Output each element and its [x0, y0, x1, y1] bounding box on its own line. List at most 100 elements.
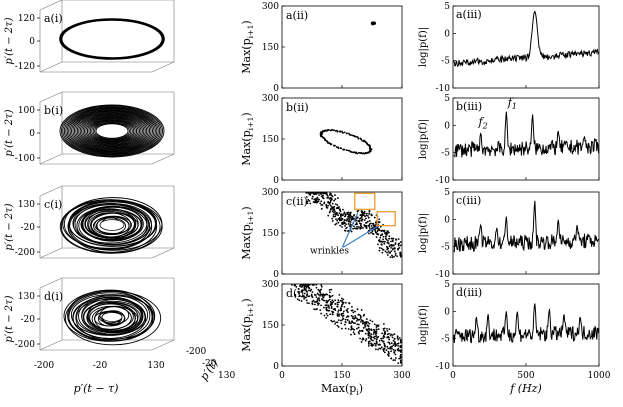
data-point	[342, 298, 345, 301]
data-point	[371, 343, 374, 346]
data-point	[319, 291, 322, 294]
data-point	[298, 299, 301, 302]
data-point	[294, 293, 297, 296]
data-point	[364, 215, 366, 218]
data-point	[332, 215, 335, 218]
data-point	[299, 285, 301, 288]
data-point	[311, 195, 314, 198]
data-point	[319, 309, 322, 312]
data-point	[356, 216, 359, 219]
data-point	[340, 217, 343, 220]
data-point	[310, 191, 313, 194]
data-point	[341, 299, 343, 302]
data-point	[350, 320, 353, 323]
data-point	[325, 316, 328, 319]
data-point	[367, 344, 370, 347]
data-point	[311, 296, 314, 299]
data-point	[375, 236, 378, 239]
data-point	[347, 328, 350, 330]
data-point	[367, 336, 370, 339]
data-point	[328, 288, 331, 291]
data-point	[387, 239, 389, 242]
data-point	[308, 295, 311, 298]
data-point	[293, 284, 296, 287]
x-tick-label: 500	[517, 371, 534, 381]
panel-label: b(iii)	[456, 100, 482, 113]
data-point	[353, 318, 355, 320]
data-point	[367, 321, 370, 324]
data-point	[329, 295, 332, 298]
data-point	[334, 322, 336, 325]
data-point	[341, 303, 343, 306]
data-point	[356, 227, 359, 230]
data-point	[323, 306, 325, 309]
data-point	[339, 307, 342, 310]
data-point	[368, 322, 371, 325]
data-point	[363, 322, 365, 324]
data-point	[312, 193, 315, 195]
y-tick-label: -10	[436, 84, 451, 94]
data-point	[375, 231, 377, 234]
data-point	[375, 335, 378, 337]
data-point	[382, 248, 384, 251]
data-point	[393, 342, 396, 345]
data-point	[356, 308, 359, 311]
data-point	[335, 218, 337, 221]
data-point	[391, 345, 393, 348]
data-point	[341, 217, 344, 220]
y-tick-label: 100	[18, 106, 35, 116]
data-point	[399, 241, 402, 243]
data-point	[360, 214, 363, 216]
wrinkle-arrow	[341, 212, 359, 249]
y-tick-label: -5	[441, 57, 450, 67]
data-point	[341, 214, 344, 217]
data-point	[346, 315, 349, 317]
data-point	[345, 302, 347, 304]
box-edge	[39, 153, 63, 165]
x-tick-label: 130	[147, 361, 164, 371]
data-point	[357, 331, 360, 334]
data-point	[396, 335, 399, 338]
data-point	[333, 320, 336, 323]
box-edge	[39, 339, 63, 351]
data-point	[387, 347, 390, 350]
data-point	[346, 230, 349, 232]
data-point	[378, 247, 381, 249]
y-axis-label: log|p(f)|	[418, 27, 429, 67]
data-point	[361, 212, 364, 215]
data-point	[371, 345, 374, 347]
data-point	[305, 299, 308, 302]
data-point	[320, 284, 323, 287]
data-point	[392, 344, 395, 347]
data-point	[378, 218, 381, 221]
data-point	[352, 227, 354, 230]
data-point	[377, 328, 380, 331]
data-point	[390, 240, 392, 243]
trajectory-loop	[71, 110, 153, 152]
data-point	[391, 254, 393, 257]
box-edge	[39, 61, 63, 73]
data-point	[387, 355, 390, 357]
data-point	[383, 351, 386, 354]
data-point	[336, 321, 339, 324]
data-point	[357, 226, 360, 228]
data-point	[379, 347, 382, 350]
data-point	[359, 224, 362, 227]
data-point	[313, 301, 316, 303]
data-point	[306, 200, 309, 203]
data-point	[392, 244, 395, 247]
return-map-c(ii): 300 150 0 c(ii) Max(pi+1) wrinkles	[240, 188, 403, 280]
data-point	[378, 339, 381, 342]
y-tick-label: -10	[436, 176, 451, 186]
data-point	[340, 322, 343, 325]
data-point	[311, 197, 314, 200]
y-tick-label: -5	[441, 149, 450, 159]
data-point	[348, 132, 350, 135]
data-point	[325, 299, 328, 302]
data-point	[325, 307, 328, 309]
y-tick-label: -10	[436, 270, 451, 280]
panel-label: b(i)	[44, 104, 63, 117]
data-point	[325, 304, 328, 307]
data-point	[363, 212, 366, 215]
phase-panel-b(i): 100 0 -100 b(i) p′(t − 2τ)	[4, 91, 175, 165]
